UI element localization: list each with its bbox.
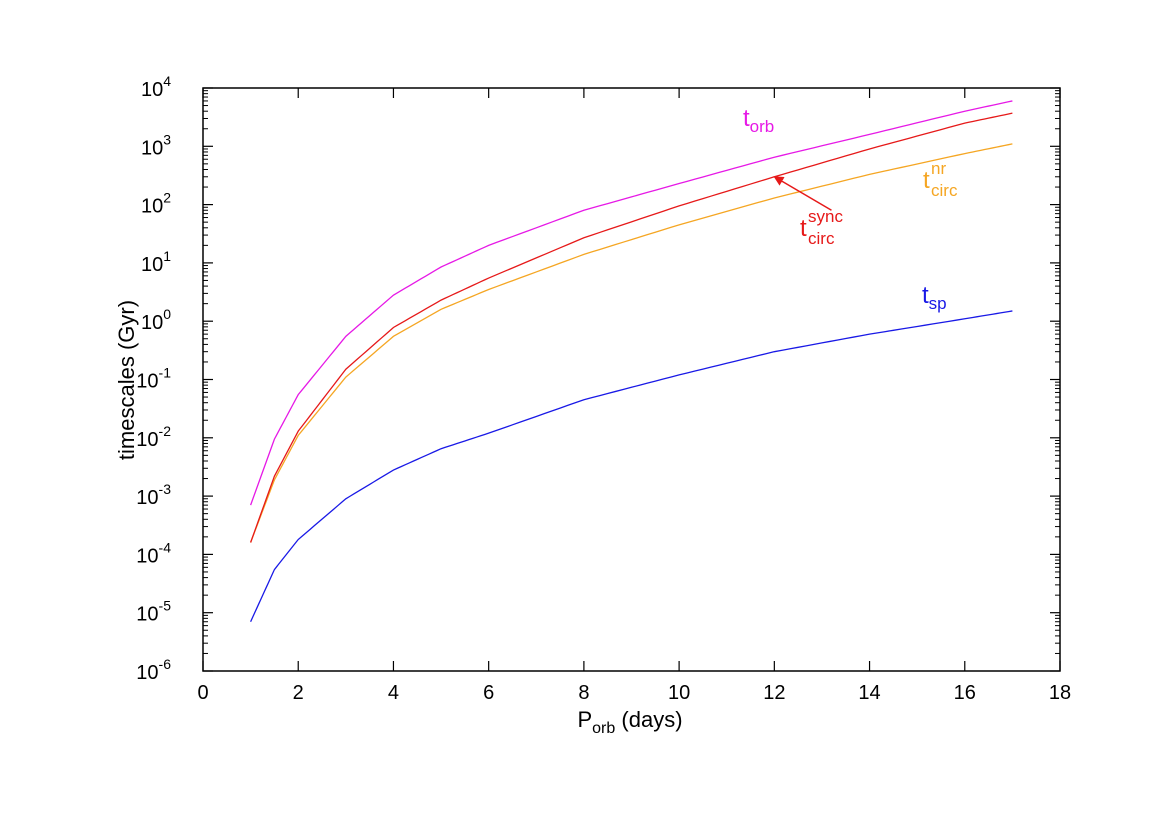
x-tick-label: 6 — [483, 682, 494, 704]
plot-area — [249, 100, 1013, 622]
series-line-circ-sync — [249, 112, 1013, 543]
annotation-arrow — [773, 176, 832, 211]
y-tick-label: 10-5 — [136, 598, 171, 626]
x-axis-title: Porb (days) — [577, 707, 682, 737]
y-tick-label: 101 — [141, 248, 171, 276]
y-tick-label: 10-2 — [136, 423, 171, 451]
x-tick-label: 0 — [197, 682, 208, 704]
y-tick-label: 10-3 — [136, 481, 171, 509]
series-labels: torb tsync circ tnr circ tsp — [743, 105, 958, 313]
series-label-circ-sync: tsync circ — [800, 207, 843, 248]
y-tick-label: 10-4 — [136, 539, 171, 567]
x-tick-label: 2 — [293, 682, 304, 704]
x-tick-label: 16 — [954, 682, 976, 704]
y-tick-label: 103 — [141, 131, 171, 159]
series-label-orb: torb — [743, 105, 774, 136]
series-label-sp: tsp — [922, 282, 947, 313]
series-line-orb — [249, 100, 1013, 506]
y-tick-label: 104 — [141, 73, 171, 101]
x-tick-label: 10 — [668, 682, 690, 704]
x-tick-label: 4 — [388, 682, 399, 704]
series-label-circ-nr: tnr circ — [923, 159, 958, 200]
x-tick-label: 12 — [763, 682, 785, 704]
series-line-sp — [250, 310, 1013, 622]
x-tick-label: 8 — [578, 682, 589, 704]
y-tick-label: 100 — [141, 306, 171, 334]
x-tick-label: 14 — [858, 682, 880, 704]
y-tick-label: 10-1 — [136, 365, 171, 393]
y-tick-label: 102 — [141, 190, 171, 218]
axis-ticks: 0 2 4 6 8 10 12 14 16 18 10-6 10-5 10-4 10-3 10-2 10-1 1… — [136, 73, 1071, 704]
series-line-circ-nr — [250, 143, 1013, 543]
x-tick-label: 18 — [1049, 682, 1071, 704]
y-tick-label: 10-6 — [136, 656, 171, 684]
y-axis-title: timescales (Gyr) — [114, 300, 139, 460]
